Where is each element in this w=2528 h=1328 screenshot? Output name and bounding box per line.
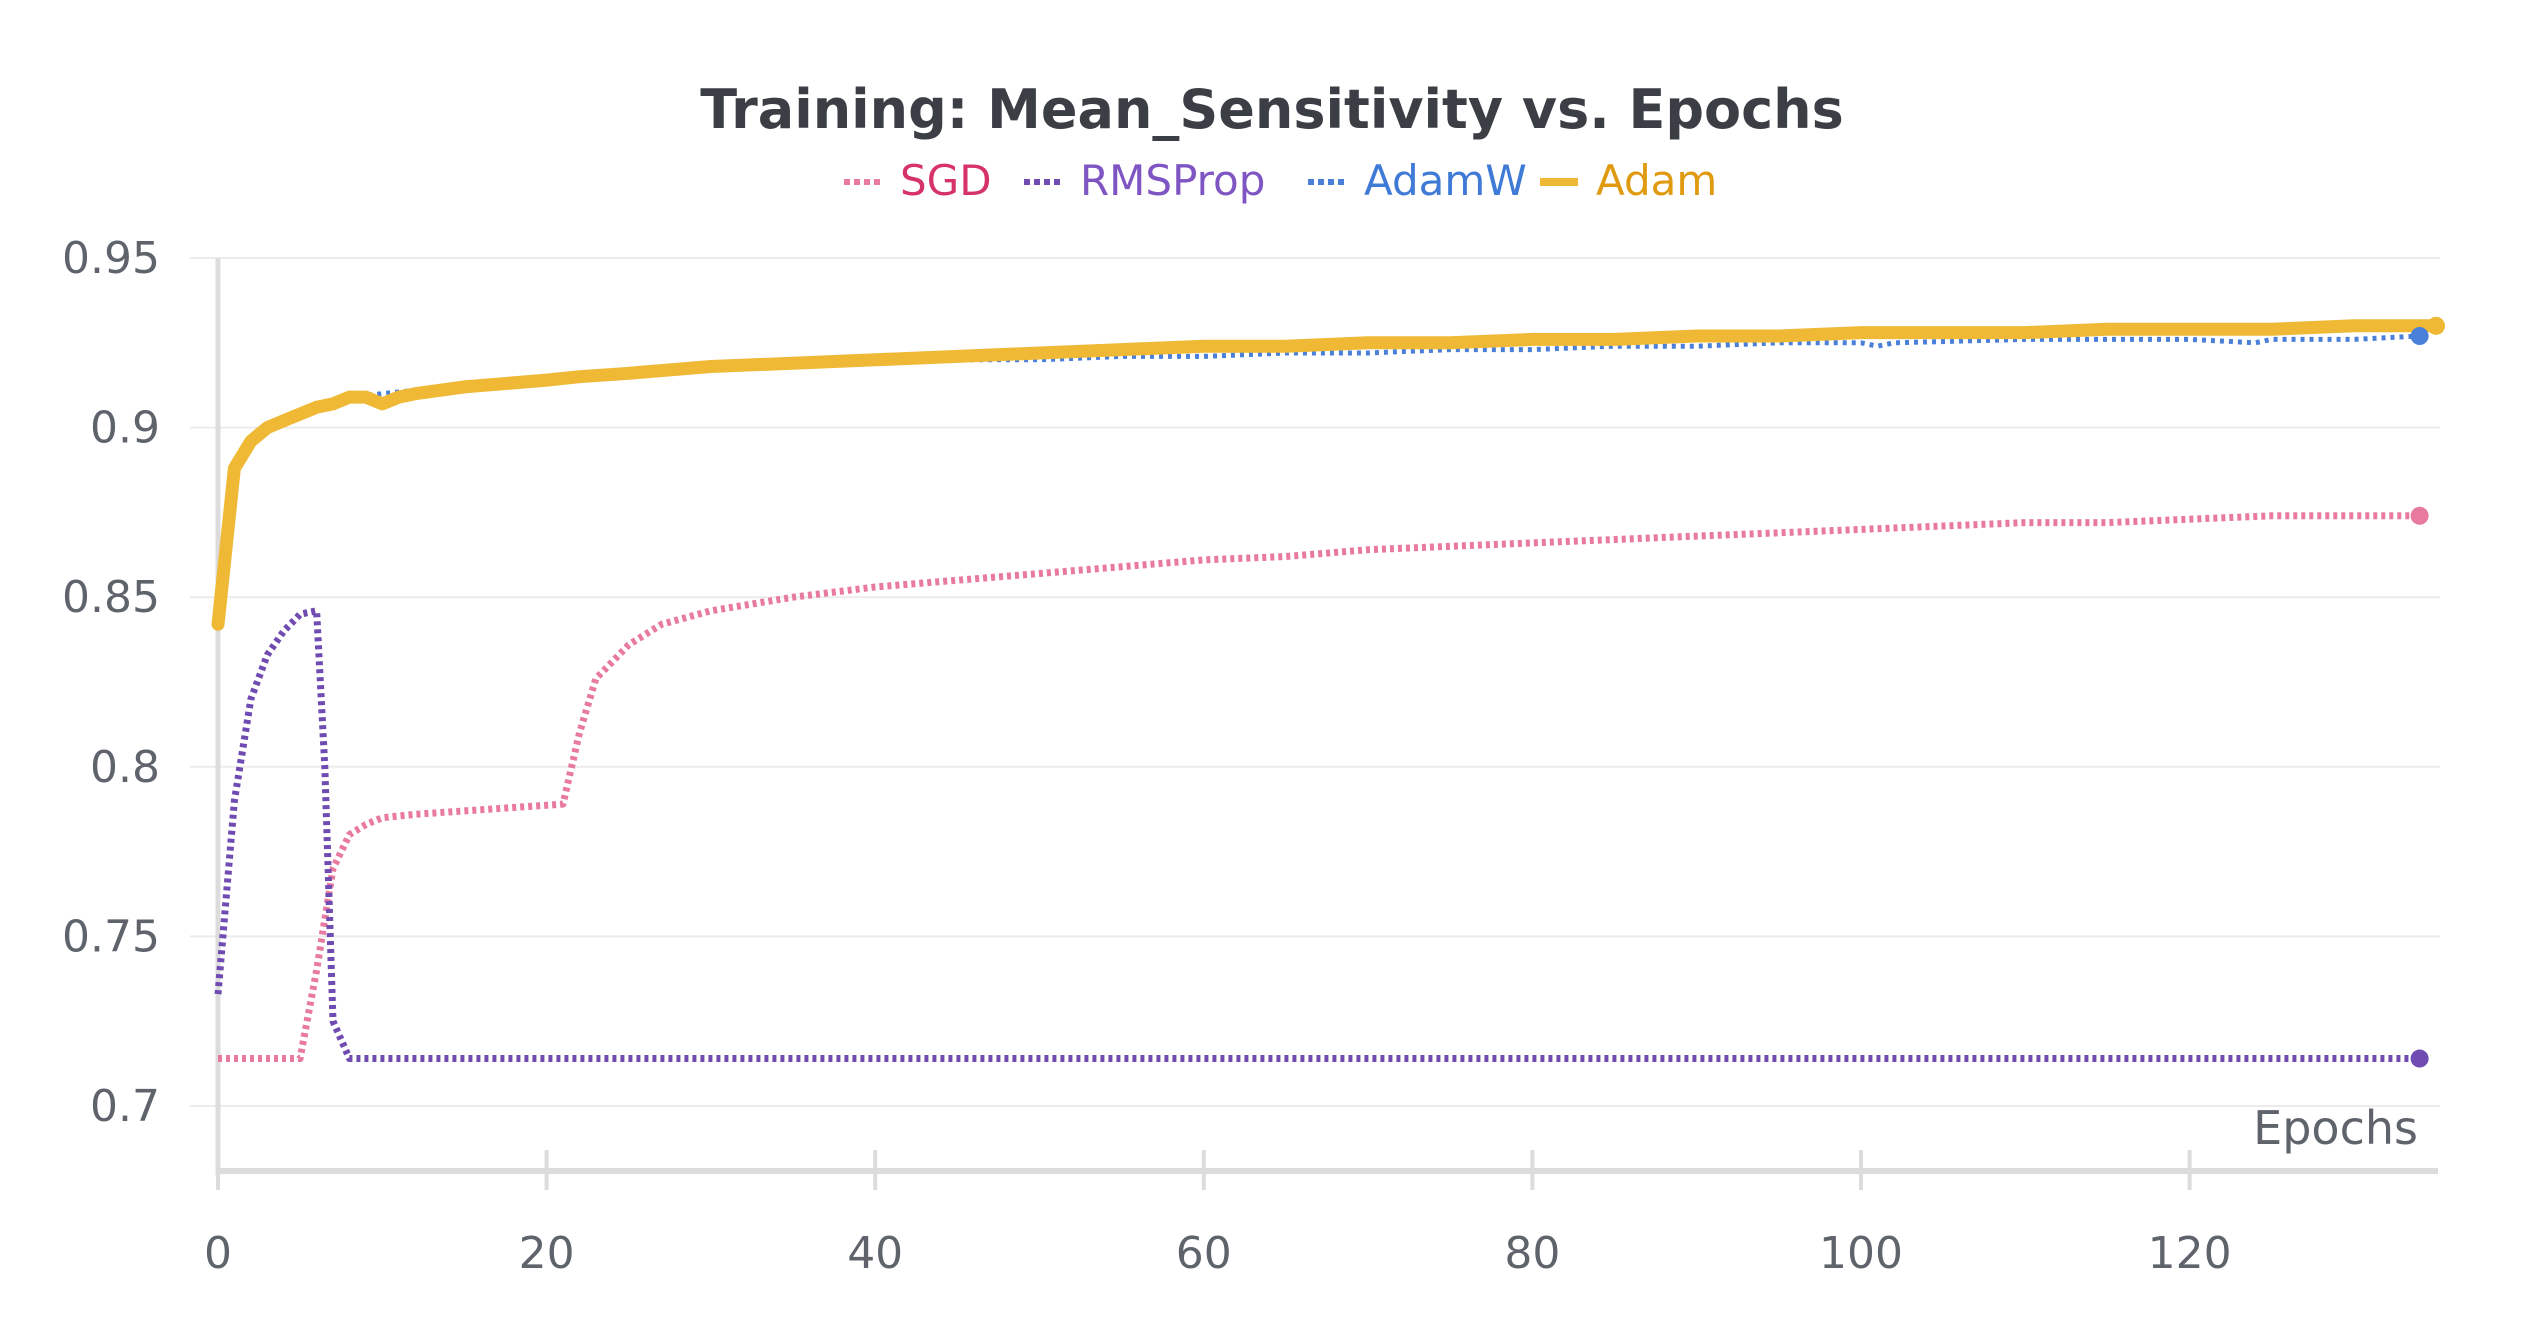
legend-label: Adam [1596,156,1717,205]
legend-item-sgd[interactable]: SGD [844,156,992,205]
gridlines [190,257,2440,1107]
x-tick-label: 120 [2148,1228,2232,1279]
x-tick-label: 0 [204,1228,232,1279]
x-tick-label: 20 [519,1228,575,1279]
chart-title: Training: Mean_Sensitivity vs. Epochs [700,78,1844,141]
y-tick-label: 0.9 [90,403,160,454]
x-tick-label: 60 [1176,1228,1232,1279]
legend: SGD RMSProp AdamW Adam [844,156,1717,205]
series-line-adamw [215,333,2420,595]
y-tick-label: 0.7 [90,1081,160,1132]
series-endpoint-adamw [2410,327,2429,346]
series-endpoint-adam [2427,316,2446,335]
y-tick-label: 0.8 [90,742,160,793]
legend-label: AdamW [1364,156,1527,205]
series-endpoints [2410,316,2446,1068]
series-endpoint-sgd [2410,506,2429,525]
y-tick-label: 0.95 [62,233,160,284]
x-tick-label: 40 [847,1228,903,1279]
legend-label: SGD [900,156,992,205]
y-tick-label: 0.85 [62,572,160,623]
x-tick-label: 80 [1504,1228,1560,1279]
legend-item-rmsprop[interactable]: RMSProp [1024,156,1265,205]
series-endpoint-rmsprop [2410,1049,2429,1068]
series-lines [211,319,2443,1062]
y-axis-ticks: 0.7 0.75 0.8 0.85 0.9 0.95 [62,233,160,1132]
legend-label: RMSProp [1080,156,1265,205]
x-axis-label: Epochs [2253,1101,2418,1155]
legend-item-adam[interactable]: Adam [1540,156,1717,205]
series-line-rmsprop [214,607,2420,1062]
x-tick-label: 100 [1819,1228,1903,1279]
y-tick-label: 0.75 [62,911,160,962]
legend-item-adamw[interactable]: AdamW [1308,156,1527,205]
series-line-adam [211,319,2443,631]
